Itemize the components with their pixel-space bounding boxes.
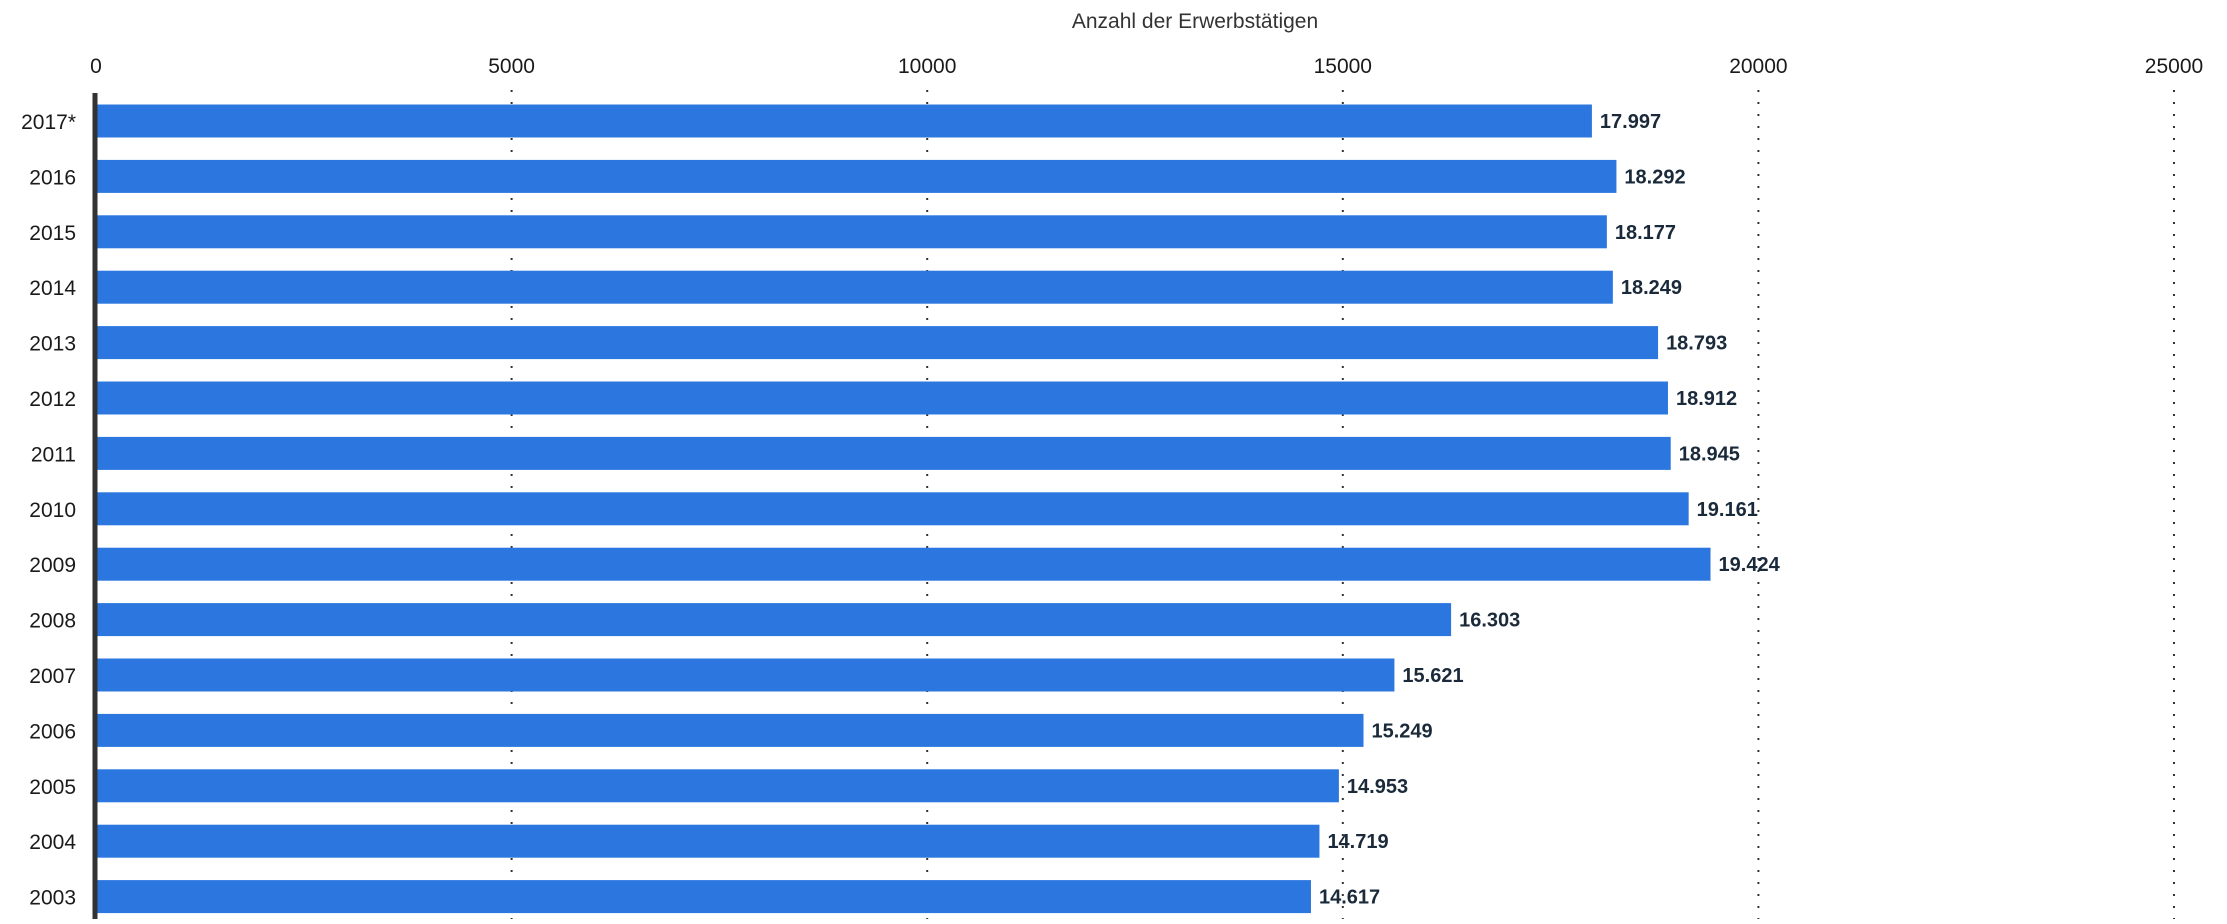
data-label: 19.424 <box>1719 554 1781 576</box>
bar <box>96 159 1617 193</box>
category-label: 2014 <box>29 277 76 300</box>
category-label: 2013 <box>29 333 76 356</box>
bar <box>96 270 1613 304</box>
x-axis-title: Anzahl der Erwerbstätigen <box>1072 10 1318 33</box>
bar <box>96 492 1689 526</box>
data-label: 17.997 <box>1600 111 1661 133</box>
x-tick-label: 25000 <box>2145 55 2203 78</box>
category-label: 2008 <box>29 610 76 633</box>
data-label: 18.793 <box>1666 333 1727 355</box>
tick-layer: 0 5000 10000 15000 20000 25000 <box>90 55 2203 78</box>
bar <box>96 381 1668 415</box>
category-label: 2004 <box>29 831 76 854</box>
x-tick-label: 10000 <box>898 55 956 78</box>
bar-layer <box>96 104 1711 914</box>
category-label: 2017* <box>21 111 76 134</box>
x-tick-label: 15000 <box>1314 55 1372 78</box>
category-label: 2006 <box>29 720 76 743</box>
data-label: 19.161 <box>1697 499 1758 521</box>
category-label: 2003 <box>29 887 76 910</box>
bar <box>96 326 1659 360</box>
bar <box>96 547 1711 581</box>
bar <box>96 880 1311 914</box>
bar <box>96 713 1364 747</box>
category-label: 2009 <box>29 554 76 577</box>
bar <box>96 658 1395 692</box>
category-label: 2015 <box>29 222 76 245</box>
x-tick-label: 0 <box>90 55 102 78</box>
x-tick-label: 20000 <box>1729 55 1787 78</box>
bar <box>96 436 1671 470</box>
bar <box>96 769 1339 803</box>
data-label: 18.292 <box>1624 166 1685 188</box>
category-label: 2011 <box>31 443 76 466</box>
data-label: 16.303 <box>1459 610 1520 632</box>
category-label: 2005 <box>29 776 76 799</box>
label-layer: 17.997 18.292 18.177 18.249 18.793 18.912 18.9… <box>1319 111 1781 909</box>
category-layer: 2017* 2016 2015 2014 2013 2012 2011 2010 2009 200… <box>21 111 76 910</box>
bar <box>96 215 1607 249</box>
category-label: 2012 <box>29 388 76 411</box>
data-label: 18.945 <box>1679 443 1740 465</box>
data-label: 14.617 <box>1319 887 1380 909</box>
category-label: 2016 <box>29 166 76 189</box>
bar <box>96 104 1592 138</box>
category-label: 2010 <box>29 499 76 522</box>
data-label: 18.177 <box>1615 222 1676 244</box>
data-label: 14.719 <box>1327 831 1388 853</box>
bar <box>96 824 1320 858</box>
bar <box>96 603 1452 637</box>
data-label: 18.912 <box>1676 388 1737 410</box>
x-tick-label: 5000 <box>488 55 535 78</box>
data-label: 15.621 <box>1402 665 1463 687</box>
category-label: 2007 <box>29 665 76 688</box>
data-label: 15.249 <box>1371 720 1432 742</box>
data-label: 18.249 <box>1621 277 1682 299</box>
data-label: 14.953 <box>1347 776 1408 798</box>
